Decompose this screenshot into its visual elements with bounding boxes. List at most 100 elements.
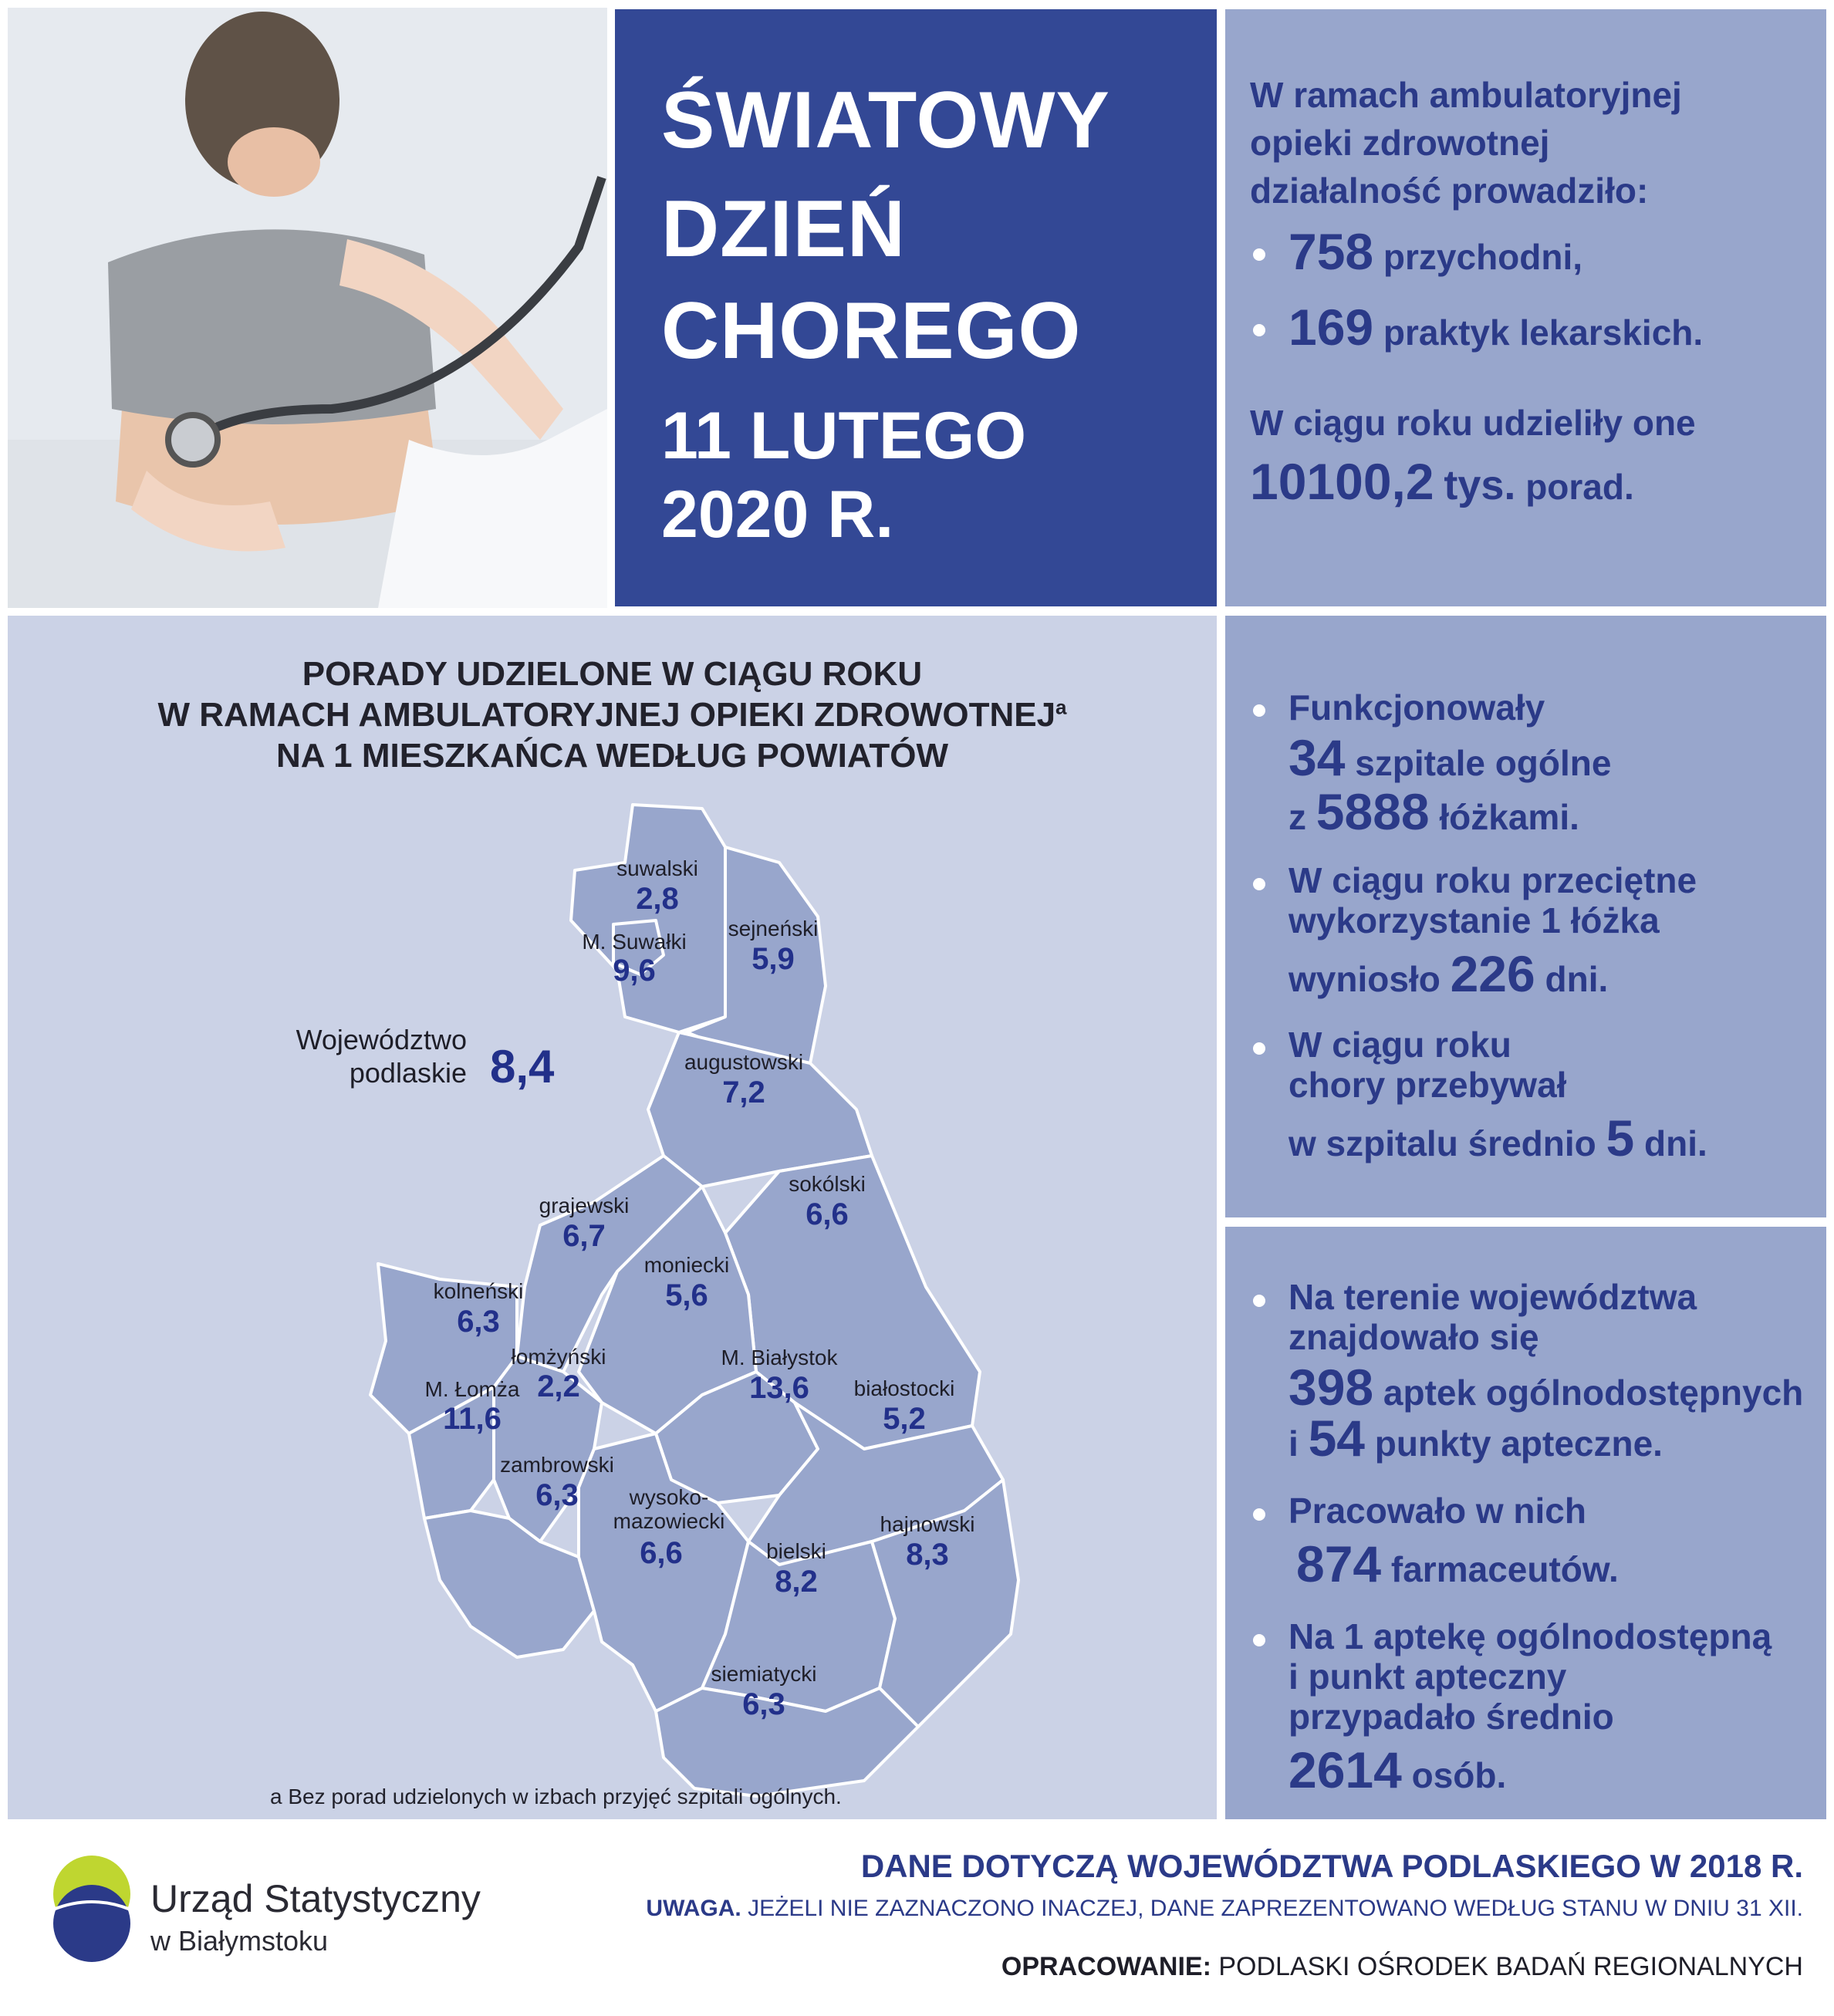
clinics-label: przychodni, [1383,237,1583,277]
map-title-line-3: NA 1 MIESZKAŃCA WEDŁUG POWIATÓW [276,736,948,775]
summary-unit: tys. [1444,462,1516,508]
beds-text: łóżkami. [1439,797,1579,837]
district-name: sokólski [789,1172,866,1196]
practices-label: praktyk lekarskich. [1383,312,1704,353]
pharmacists-line-2: 874 farmaceutów. [1296,1530,1619,1599]
district-name: moniecki [644,1253,729,1277]
map-panel: PORADY UDZIELONE W CIĄGU ROKU W RAMACH A… [8,616,1217,1819]
persons-line-1: Na 1 aptekę ogólnodostępną [1289,1616,1772,1656]
beds-value: 5888 [1316,783,1430,840]
hospitals-line-1: Funkcjonowały [1289,687,1545,728]
credit-label: OPRACOWANIE: [1001,1952,1211,1981]
district-value: 6,3 [535,1478,579,1512]
pharmacists-text: farmaceutów. [1390,1549,1619,1589]
district-shape-hajnowski [870,1478,1020,1728]
bullet [1253,1634,1265,1646]
district-name: siemiatycki [711,1662,817,1686]
district-name: grajewski [539,1194,630,1217]
district-name: kolneński [434,1279,524,1303]
district-name: łomżyński [512,1345,606,1369]
hospitals-line-2: 34 szpitale ogólne [1289,724,1611,792]
title-line-2: DZIEŃ [661,184,906,274]
intro-line-1: W ramach ambulatoryjnej [1250,75,1682,115]
bed-usage-line-2: wykorzystanie 1 łóżka [1289,900,1660,940]
district-value: 6,6 [806,1197,849,1231]
district-name: wysoko- [629,1485,709,1509]
pharmacies-line-2: znajdowało się [1289,1317,1539,1357]
persons-value: 2614 [1289,1741,1402,1798]
uwaga-label: UWAGA. [646,1896,741,1921]
photo-illustration [8,8,607,608]
bullet [1253,324,1265,336]
logo-line-1: Urząd Statystyczny [150,1877,481,1920]
district-value: 2,8 [636,882,679,916]
district-labels: suwalski 2,8 sejneński 5,9 M. Suwałki 9,… [425,856,975,1721]
beds-pre: z [1289,797,1306,837]
district-name: białostocki [854,1376,955,1400]
doctor-patient-photo [8,8,607,608]
hospitals-value: 34 [1289,729,1346,786]
practices-value: 169 [1289,299,1374,356]
credit-text: PODLASKI OŚRODEK BADAŃ REGIONALNYCH [1218,1952,1803,1981]
title-panel: ŚWIATOWY DZIEŃ CHOREGO 11 LUTEGO 2020 R. [615,9,1217,606]
practices-item: 169 praktyk lekarskich. [1289,293,1703,362]
bullet [1253,704,1265,717]
pharmacies-line-3: 398 aptek ogólnodostępnych [1289,1353,1803,1422]
map-title: PORADY UDZIELONE W CIĄGU ROKU W RAMACH A… [8,654,1217,776]
district-name-line-2: mazowiecki [613,1509,725,1533]
bullet [1253,1508,1265,1521]
intro-line-3: działalność prowadziło: [1250,171,1649,211]
summary-line: W ciągu roku udzieliły one [1250,403,1696,443]
clinics-value: 758 [1289,223,1374,280]
persons-line-2: i punkt apteczny [1289,1656,1567,1697]
district-value: 7,2 [722,1076,765,1109]
district-value: 9,6 [613,954,656,988]
district-value: 8,2 [775,1565,818,1599]
pharmacies-text: aptek ogólnodostępnych [1383,1373,1804,1413]
date-line-2: 2020 R. [661,478,894,552]
district-name: sejneński [728,917,819,940]
ambulatory-care-panel: W ramach ambulatoryjnej opieki zdrowotne… [1225,9,1826,606]
pharmacy-points-line: i 54 punkty apteczne. [1289,1404,1663,1473]
statistics-office-logo [52,1856,131,1962]
district-value: 5,6 [665,1278,708,1312]
stay-value: 5 [1606,1109,1635,1167]
title-line-3: CHOREGO [661,286,1082,376]
persons-line-3: przypadało średnio [1289,1697,1614,1737]
voivodeship-label-line-1: Województwo [296,1024,467,1055]
map-title-line-2: W RAMACH AMBULATORYJNEJ OPIEKI ZDROWOTNE… [8,695,1217,736]
bullet [1253,248,1265,261]
bullet [1253,1042,1265,1055]
district-shape-m-suwalki [612,919,665,976]
district-name: zambrowski [500,1453,614,1477]
district-name: M. Białystok [721,1346,839,1369]
persons-line-4: 2614 osób. [1289,1736,1506,1805]
stay-line-2: chory przebywał [1289,1065,1567,1105]
voivodeship-value: 8,4 [490,1041,555,1092]
title-line-1: ŚWIATOWY [661,76,1110,165]
summary-value: 10100,2 [1250,453,1434,510]
bed-usage-value: 226 [1450,945,1535,1002]
uwaga-note: UWAGA. JEŻELI NIE ZAZNACZONO INACZEJ, DA… [646,1896,1803,1922]
district-value: 2,2 [537,1369,580,1403]
pharmacy-points-value: 54 [1308,1410,1365,1467]
uwaga-text: JEŻELI NIE ZAZNACZONO INACZEJ, DANE ZAPR… [748,1896,1803,1921]
date-line-1: 11 LUTEGO [661,399,1027,473]
hospitals-text: szpitale ogólne [1355,743,1612,783]
map-title-superscript: a [1055,695,1067,719]
hospitals-panel: Funkcjonowały 34 szpitale ogólne z 5888 … [1225,616,1826,1217]
district-value: 6,7 [562,1219,606,1253]
logo-line-2: w Białymstoku [150,1925,329,1957]
map-title-line-2-text: W RAMACH AMBULATORYJNEJ OPIEKI ZDROWOTNE… [157,695,1056,734]
district-name: augustowski [684,1050,803,1074]
data-note: DANE DOTYCZĄ WOJEWÓDZTWA PODLASKIEGO W 2… [860,1848,1803,1884]
district-value: 8,3 [906,1538,949,1572]
map-footnote: a Bez porad udzielonych w izbach przyjęć… [270,1785,842,1808]
pharmacy-points-pre: i [1289,1423,1299,1464]
beds-line: z 5888 łóżkami. [1289,778,1579,846]
district-name: bielski [766,1539,826,1563]
district-value: 6,3 [457,1305,500,1339]
map-title-line-1: PORADY UDZIELONE W CIĄGU ROKU [302,655,923,693]
pharmacists-value: 874 [1296,1535,1382,1592]
district-name: M. Suwałki [582,930,686,954]
